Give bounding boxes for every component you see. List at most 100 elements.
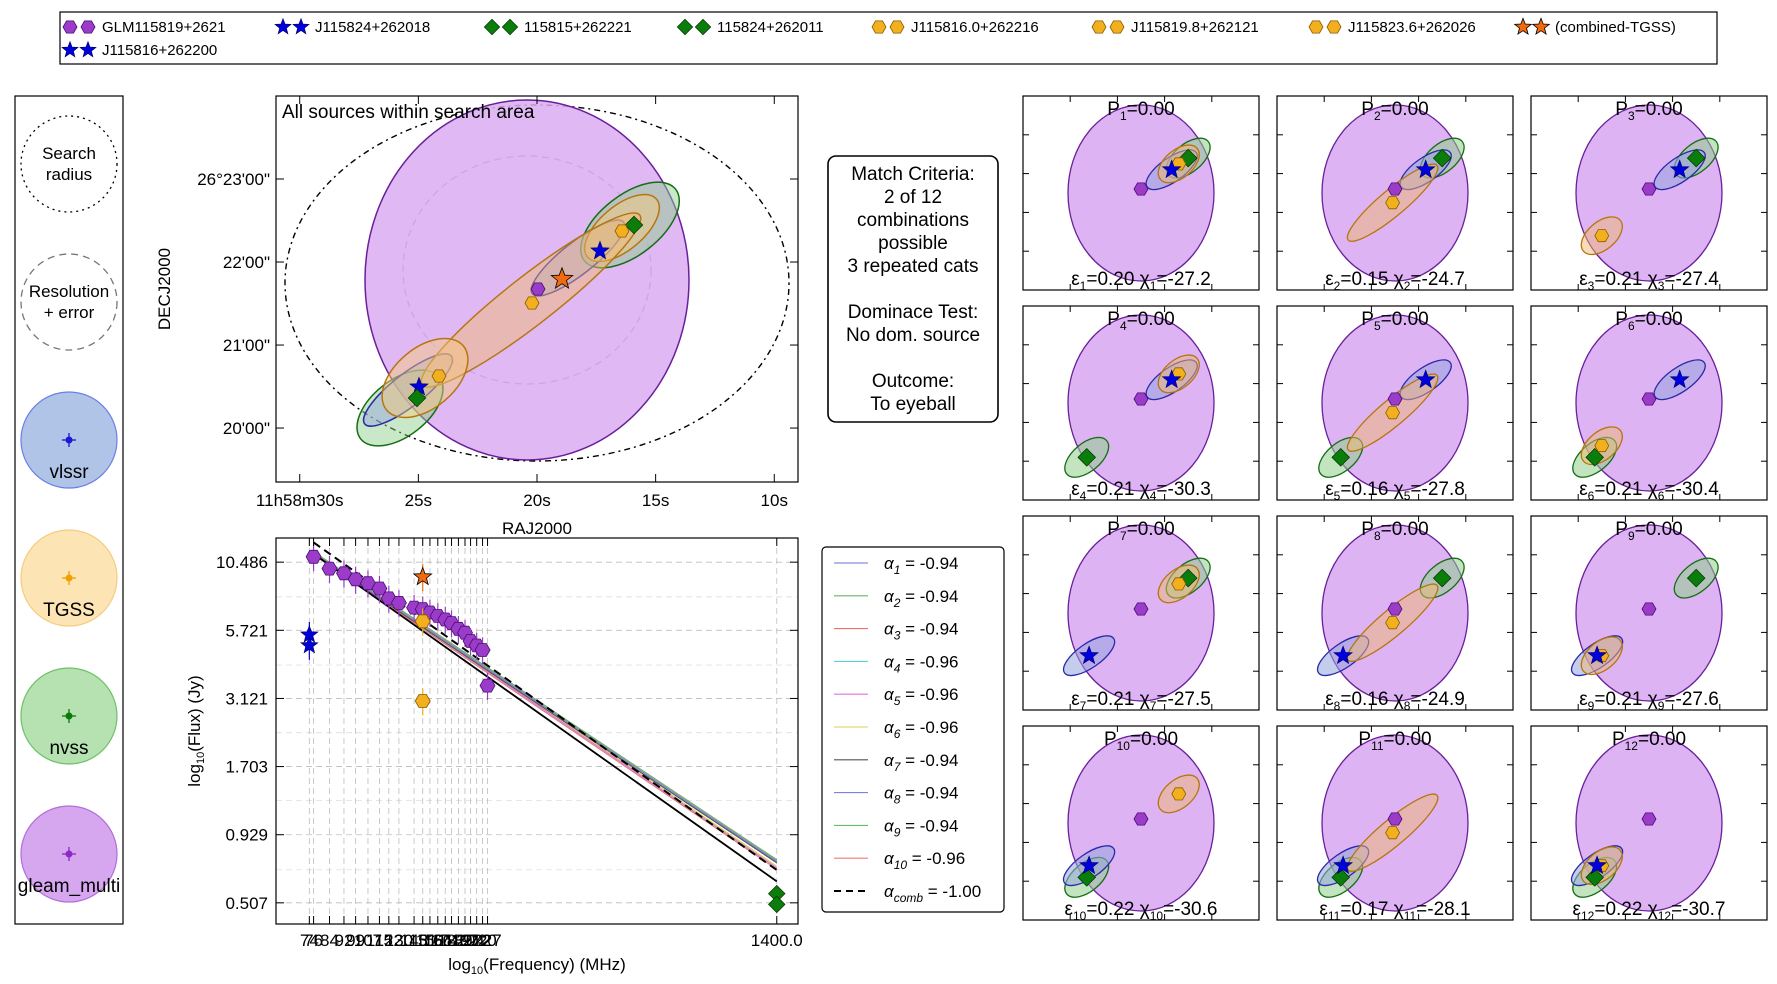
sed-plot-ticks: 10.486 5.721 3.121 1.703 0.929 0.507 747684929… — [216, 538, 803, 950]
panel-stats: ε8=0.16 χ8=-24.9 — [1325, 689, 1465, 713]
panel-stats-part: =-27.8 — [1410, 479, 1464, 500]
legend-marker-b — [1109, 20, 1125, 34]
gleam-ellipse — [364, 99, 690, 461]
alpha-symbol: α — [884, 587, 895, 606]
legend-marker-a — [483, 18, 501, 36]
panel-stats-part: =0.20 — [1086, 269, 1139, 290]
panel-vlssr-marker — [1669, 369, 1690, 389]
sed-x-tick-label: 84 — [320, 931, 339, 950]
panel-gleam-marker — [1387, 812, 1403, 826]
panel-stats-part: 2 — [1334, 279, 1341, 293]
catalogue-label: TGSS — [43, 600, 95, 621]
panel-nvss-marker — [1331, 868, 1351, 887]
legend-marker-b — [889, 20, 905, 34]
panel-tgss-marker — [1385, 406, 1401, 420]
alpha-symbol: α — [884, 620, 895, 639]
panel-nvss-marker — [1432, 568, 1452, 588]
sky-plot-ticks: 11h58m30s 25s 20s 15s 10s 26°23'00" 22'00" 21'0… — [197, 96, 798, 510]
fit-legend-label: α3 = -0.94 — [884, 620, 959, 643]
panel-nvss-marker — [1331, 448, 1351, 467]
panel-frame — [1022, 515, 1260, 711]
alpha-subscript: 10 — [894, 858, 908, 872]
panel-content — [1570, 524, 1723, 702]
panel-stats-part: 6 — [1588, 489, 1595, 503]
panel-frame — [1276, 305, 1514, 501]
panel-stats-part: χ — [1648, 479, 1658, 500]
fit-legend-label: α7 = -0.94 — [884, 751, 959, 774]
panel-stats: ε10=0.22 χ10=-30.6 — [1065, 899, 1218, 923]
panel-tgss-marker — [1385, 826, 1401, 840]
prob-symbol: P — [1361, 309, 1374, 330]
match-criteria-line: No dom. source — [846, 325, 980, 346]
prob-symbol: P — [1612, 729, 1625, 750]
sky-x-axis-label: RAJ2000 — [502, 519, 572, 538]
alpha-value: = -0.94 — [900, 587, 958, 606]
match-criteria-line: Match Criteria: — [851, 164, 975, 185]
prob-subscript: 3 — [1628, 109, 1635, 123]
alpha-subscript: 1 — [894, 563, 901, 577]
prob-subscript: 7 — [1120, 529, 1127, 543]
panel-stats-part: 8 — [1334, 699, 1341, 713]
panel-vlssr-marker — [1333, 645, 1354, 665]
panel-stats-part: 8 — [1404, 699, 1411, 713]
search-radius-icon — [20, 115, 118, 213]
sed-x-tick-label: 166 — [424, 931, 452, 950]
legend-marker-a — [62, 20, 78, 34]
panel-stats-part: =0.17 — [1340, 899, 1393, 920]
sed-point-combined-TGSS — [412, 566, 433, 586]
panel-probability: P7=0.00 — [1107, 519, 1174, 543]
panel-stats-part: 5 — [1334, 489, 1341, 503]
legend-marker-a — [1091, 20, 1107, 34]
panel-stats: ε9=0.21 χ9=-27.6 — [1579, 689, 1719, 713]
catalogue-point — [65, 850, 73, 858]
prob-symbol: P — [1361, 99, 1374, 120]
sed-y-tick-label: 10.486 — [216, 553, 268, 572]
panel-tgss-marker — [1594, 439, 1610, 453]
panel-stats-part: 5 — [1404, 489, 1411, 503]
sed-point-tgss — [414, 694, 431, 708]
search-radius-label-1: Search — [42, 144, 96, 163]
panel-stats-part: =0.21 — [1594, 269, 1647, 290]
panel-stats-part: 11 — [1328, 909, 1341, 923]
sed-x-tick-label: 227 — [473, 931, 501, 950]
panel-probability: P5=0.00 — [1361, 309, 1428, 333]
alpha-subscript: 9 — [894, 825, 901, 839]
panel-probability: P6=0.00 — [1615, 309, 1682, 333]
sed-point-gleam_multi — [360, 576, 376, 591]
panel-gleam-marker — [1641, 182, 1657, 196]
sky-x-tick-label: 11h58m30s — [256, 491, 344, 510]
panel-stats-part: χ — [1394, 479, 1404, 500]
catalogue-label: gleam_multi — [18, 876, 120, 897]
alpha-subscript: 3 — [894, 629, 901, 643]
match-criteria-box: Match Criteria:2 of 12combinationspossib… — [827, 155, 999, 423]
panel-gleam-marker — [1133, 602, 1149, 616]
panel-nvss-marker — [1432, 148, 1452, 168]
panel-stats-part: 2 — [1404, 279, 1411, 293]
prob-subscript: 4 — [1120, 319, 1127, 333]
panel-nvss-marker — [1686, 568, 1706, 588]
sky-plot-title: All sources within search area — [282, 102, 535, 123]
panel-vlssr-marker — [1161, 369, 1182, 389]
vlssr-marker — [590, 240, 610, 260]
sed-x-tick-label: 115 — [366, 931, 393, 950]
panel-stats-part: =0.16 — [1340, 479, 1393, 500]
legend-marker-a — [1513, 17, 1533, 36]
panel-stats-part: =0.21 — [1594, 689, 1647, 710]
panel-stats-part: =-30.7 — [1671, 899, 1725, 920]
sed-x-tick-label: 74 — [300, 931, 319, 950]
top-legend: GLM115819+2621 J115824+262018 115815+26222… — [59, 11, 1718, 65]
match-criteria-line: 3 repeated cats — [848, 256, 979, 277]
match-criteria-line: Outcome: — [872, 371, 954, 392]
panel-stats-part: ε — [1579, 689, 1588, 710]
prob-subscript: 11 — [1371, 739, 1384, 753]
legend-label: J115816+262200 — [102, 42, 217, 59]
panel-probability: P2=0.00 — [1361, 99, 1428, 123]
sed-point-tgss — [414, 614, 431, 629]
sed-point-gleam_multi — [321, 561, 338, 576]
panel-stats-part: 9 — [1588, 699, 1595, 713]
fit-legend-label: α8 = -0.94 — [884, 784, 959, 807]
